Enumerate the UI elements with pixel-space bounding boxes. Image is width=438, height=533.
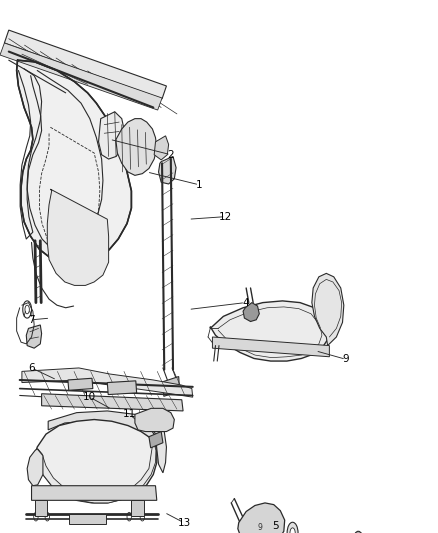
Text: 6: 6: [28, 363, 35, 373]
Ellipse shape: [353, 531, 363, 533]
Text: 1: 1: [196, 180, 203, 190]
Text: 10: 10: [83, 392, 96, 402]
Polygon shape: [159, 157, 176, 184]
Polygon shape: [212, 337, 329, 357]
Polygon shape: [35, 500, 47, 516]
Polygon shape: [154, 136, 169, 160]
Polygon shape: [17, 60, 131, 266]
Ellipse shape: [287, 522, 298, 533]
Polygon shape: [238, 503, 285, 533]
Text: 13: 13: [177, 518, 191, 528]
Polygon shape: [312, 273, 344, 345]
Polygon shape: [68, 378, 93, 390]
Polygon shape: [116, 119, 157, 175]
Text: 5: 5: [272, 521, 279, 531]
Polygon shape: [42, 394, 183, 411]
Polygon shape: [38, 440, 156, 503]
Polygon shape: [210, 301, 328, 361]
Text: 4: 4: [242, 297, 249, 308]
Ellipse shape: [290, 528, 295, 533]
Polygon shape: [36, 419, 157, 503]
Text: 12: 12: [219, 212, 232, 222]
Polygon shape: [99, 112, 125, 159]
Polygon shape: [48, 411, 163, 447]
Polygon shape: [32, 486, 157, 500]
Polygon shape: [135, 408, 174, 432]
Text: 7: 7: [28, 315, 35, 325]
Polygon shape: [22, 368, 193, 397]
Text: 11: 11: [123, 409, 136, 419]
Polygon shape: [0, 43, 162, 110]
Polygon shape: [26, 325, 42, 348]
Polygon shape: [149, 432, 163, 448]
Polygon shape: [107, 381, 137, 394]
Polygon shape: [243, 303, 259, 321]
Polygon shape: [163, 376, 180, 397]
Polygon shape: [4, 30, 166, 99]
Polygon shape: [69, 514, 106, 524]
Text: 9: 9: [258, 523, 263, 532]
Text: 2: 2: [167, 150, 174, 160]
Polygon shape: [47, 189, 109, 285]
Polygon shape: [131, 500, 144, 516]
Polygon shape: [136, 414, 166, 473]
Polygon shape: [27, 449, 43, 486]
Text: 9: 9: [343, 354, 350, 365]
